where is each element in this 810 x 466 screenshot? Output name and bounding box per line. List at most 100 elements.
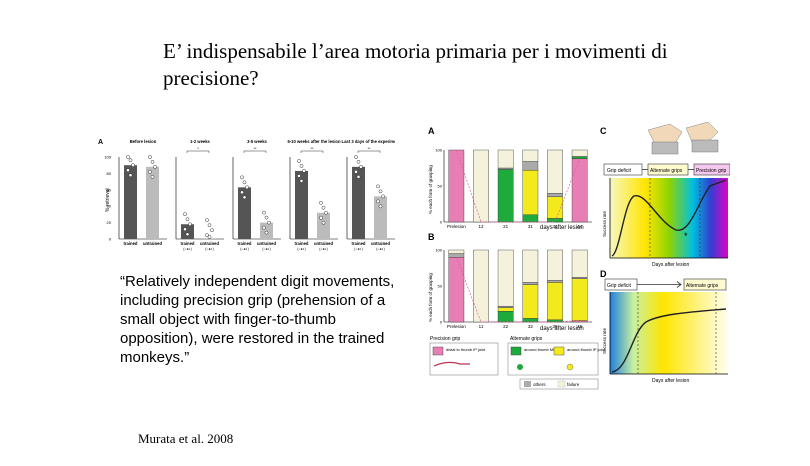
y-axis-label-c: Success rate bbox=[602, 210, 607, 237]
bar-label: trained bbox=[124, 241, 138, 246]
bar-label: untrained bbox=[314, 241, 334, 246]
data-point bbox=[240, 190, 244, 195]
significance-bracket bbox=[300, 150, 324, 153]
y-tick-label: 100 bbox=[435, 248, 442, 253]
significance-bracket bbox=[357, 150, 381, 153]
box-grip-deficit-label: Grip deficit bbox=[607, 283, 632, 289]
data-point bbox=[324, 210, 328, 215]
y-tick-label: 100 bbox=[104, 155, 111, 160]
panel-label-a: A bbox=[428, 126, 435, 136]
box-alternate-grips-label: Alternate grips bbox=[650, 168, 683, 174]
x-tick-label: Prelesion bbox=[447, 324, 466, 329]
stack-segment bbox=[522, 214, 539, 223]
data-point bbox=[242, 180, 247, 185]
data-point bbox=[297, 159, 301, 163]
gradient-background bbox=[610, 178, 728, 258]
stack-segment bbox=[571, 249, 588, 278]
data-point bbox=[319, 200, 323, 205]
x-tick-label: 34 bbox=[552, 224, 558, 229]
legend-precision-box bbox=[429, 342, 499, 376]
stack-segment bbox=[448, 249, 465, 254]
legend-alternate-title: Alternate grips bbox=[510, 336, 543, 342]
success-rate-curve bbox=[611, 308, 727, 373]
trend-line bbox=[456, 257, 580, 323]
panel-label-b: B bbox=[428, 232, 435, 242]
data-point bbox=[245, 185, 249, 190]
x-tick-label: 32 bbox=[528, 324, 534, 329]
x-tick-label: 44 bbox=[577, 224, 583, 229]
x-axis-label-a: days after lesion bbox=[540, 225, 584, 231]
legend-precision-title: Precision grip bbox=[430, 336, 461, 342]
data-point bbox=[126, 155, 130, 159]
stack-segment bbox=[497, 169, 514, 223]
data-point bbox=[131, 163, 135, 168]
stack-segment bbox=[497, 305, 514, 308]
x-tick-label: Prelesion bbox=[447, 224, 466, 229]
citation: Murata et al. 2008 bbox=[138, 431, 234, 446]
data-point bbox=[262, 210, 266, 215]
data-point bbox=[126, 168, 130, 173]
data-point bbox=[302, 169, 306, 173]
box-precision-grip-label: Precision grip bbox=[696, 168, 727, 174]
legend-label-others: others bbox=[533, 382, 546, 387]
y-axis-label: % retrieval bbox=[105, 188, 111, 212]
y-tick-label: 100 bbox=[435, 148, 442, 153]
hand-sketch-icon bbox=[566, 363, 574, 371]
hand-sketch-icon bbox=[517, 364, 523, 370]
stack-segment bbox=[448, 253, 465, 258]
arrow-icon bbox=[637, 281, 682, 288]
x-tick-label: 11 bbox=[479, 324, 484, 329]
stack-segment bbox=[497, 149, 514, 169]
x-tick-label: 21 bbox=[503, 224, 509, 229]
bar-sublabel: (○●◐) bbox=[205, 247, 213, 251]
data-point bbox=[356, 160, 361, 164]
success-rate-curve bbox=[611, 179, 727, 257]
stack-segment bbox=[522, 282, 539, 285]
bar-sublabel: (○●◐) bbox=[376, 247, 384, 251]
data-point bbox=[207, 223, 212, 227]
bar-label: trained bbox=[295, 241, 309, 246]
legend: Precision grip Alternate grips distal to… bbox=[429, 336, 606, 390]
bar bbox=[181, 224, 194, 239]
stack-segment bbox=[448, 256, 465, 323]
legend-alternate-box bbox=[507, 342, 599, 376]
data-point bbox=[321, 205, 326, 210]
bar-label: trained bbox=[181, 241, 195, 246]
group-title: 6-10 weeks after the lesion bbox=[287, 139, 341, 144]
x-tick-label: 31 bbox=[528, 224, 534, 229]
stack-segment bbox=[497, 310, 514, 323]
data-point bbox=[183, 212, 187, 217]
y-tick-label: 0 bbox=[440, 320, 443, 325]
y-tick-label: 0 bbox=[440, 220, 443, 225]
panel-label-a: A bbox=[98, 139, 103, 146]
significance-marker: * bbox=[197, 146, 199, 151]
x-tick-label: 12 bbox=[478, 224, 484, 229]
data-point bbox=[354, 170, 358, 174]
stack-segment bbox=[497, 249, 514, 307]
data-point bbox=[264, 215, 269, 220]
data-point bbox=[299, 164, 304, 168]
stack-segment bbox=[522, 169, 539, 215]
bar-label: trained bbox=[352, 241, 366, 246]
stack-segment bbox=[522, 149, 539, 162]
data-point bbox=[148, 170, 152, 174]
data-point bbox=[210, 228, 214, 232]
figure-grasping: A B C D % each form of grasping % each f… bbox=[428, 122, 730, 390]
significance-marker: ** bbox=[310, 146, 314, 151]
stack-segment bbox=[497, 307, 514, 312]
bar-sublabel: (○●◐) bbox=[354, 247, 362, 251]
x-axis-label-b: days after lesion bbox=[540, 326, 584, 332]
y-tick-label: 20 bbox=[107, 220, 112, 225]
stack-segment bbox=[547, 249, 563, 281]
stack-segment bbox=[547, 192, 563, 197]
box-precision-grip bbox=[693, 163, 730, 176]
data-point bbox=[381, 194, 385, 199]
bar-sublabel: (○●◐) bbox=[262, 247, 270, 251]
data-point bbox=[299, 179, 304, 183]
bar-chart-retrieval: A % retrieval 100 80 60 40 20 0 Before lesion t… bbox=[98, 139, 395, 251]
stack-segment bbox=[522, 249, 539, 283]
legend-swatch-others bbox=[524, 381, 531, 387]
stack-segment bbox=[522, 318, 539, 323]
bar-sublabel: (○●◐) bbox=[183, 247, 191, 251]
stack-segment bbox=[571, 156, 588, 159]
